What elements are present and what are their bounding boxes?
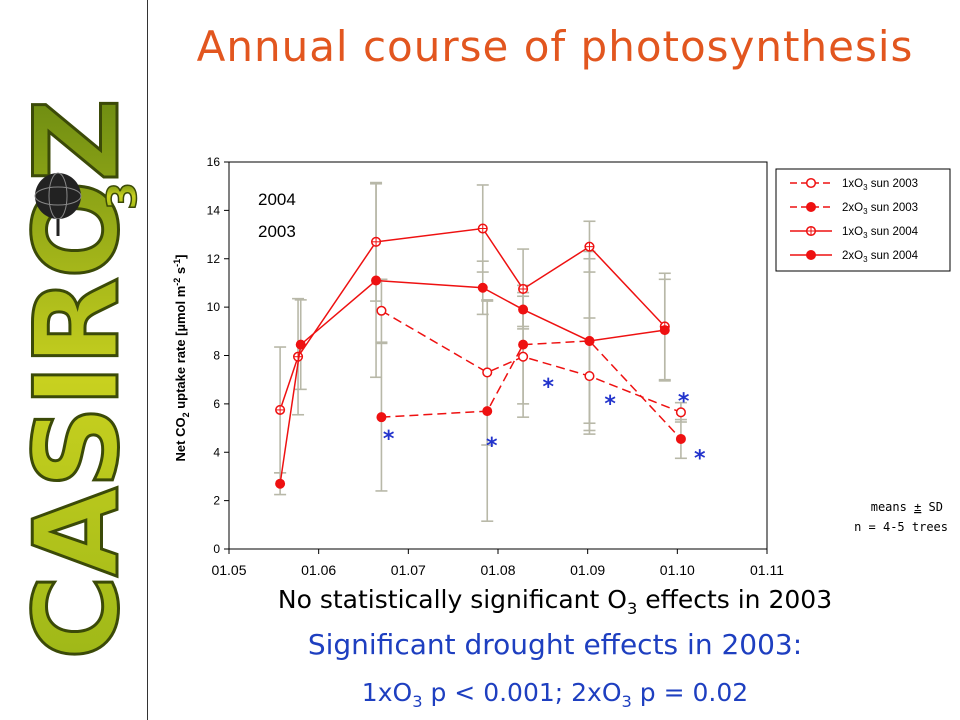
casiroz-logo: CASIROZ 3 (9, 99, 147, 662)
significance-star: * (383, 427, 395, 452)
x-tick-label: 01.09 (570, 562, 605, 578)
significance-star: * (604, 392, 616, 417)
y-tick-label: 4 (213, 445, 220, 459)
data-point (584, 371, 595, 382)
x-tick-label: 01.05 (211, 562, 246, 578)
series-line-1 (381, 340, 682, 440)
data-point (675, 407, 686, 418)
data-point (675, 433, 686, 444)
legend-marker (805, 177, 817, 189)
x-tick-label: 01.06 (301, 562, 336, 578)
note-n-trees: n = 4-5 trees (854, 520, 948, 534)
y-tick-label: 2 (213, 494, 220, 508)
year-label-2004: 2004 (258, 190, 296, 209)
legend: 1xO3 sun 2003 2xO3 sun 2003 1xO3 sun 2004 2… (775, 168, 951, 272)
globe-icon (34, 172, 82, 236)
data-point (482, 406, 493, 417)
data-point (482, 367, 493, 378)
p-values-statement: 1xO3 p < 0.001; 2xO3 p = 0.02 (361, 678, 749, 711)
legend-label: 1xO3 sun 2004 (842, 226, 919, 240)
svg-text:Net CO2 uptake rate [µmol m-2: Net CO2 uptake rate [µmol m-2 s-1] (172, 255, 191, 462)
legend-label: 2xO3 sun 2003 (842, 202, 918, 216)
significance-star: * (542, 375, 554, 400)
data-point (518, 351, 529, 362)
significance-star: * (486, 434, 498, 459)
slide-title: Annual course of photosynthesis (196, 22, 914, 71)
data-point (371, 275, 382, 286)
legend-marker (806, 250, 816, 260)
data-point (584, 241, 595, 252)
vertical-divider (147, 0, 148, 720)
legend-label: 1xO3 sun 2003 (842, 178, 918, 192)
y-tick-label: 10 (207, 300, 221, 314)
series-line-2 (279, 227, 666, 411)
y-tick-label: 14 (207, 203, 221, 217)
y-tick-label: 8 (213, 349, 220, 363)
y-axis-label: Net CO2 uptake rate [µmol m-2 s-1] (172, 255, 191, 462)
data-point (518, 339, 529, 350)
logo-subscript: 3 (100, 182, 146, 210)
y-tick-label: 6 (213, 397, 220, 411)
data-point (376, 305, 387, 316)
data-point (659, 325, 670, 336)
data-point (518, 283, 529, 295)
series-line-3 (279, 279, 665, 484)
y-tick-label: 0 (213, 542, 220, 556)
significance-star: * (678, 389, 690, 414)
data-point (518, 304, 529, 315)
legend-label: 2xO3 sun 2004 (842, 250, 919, 264)
data-point (376, 412, 387, 423)
y-tick-label: 12 (207, 252, 221, 266)
x-tick-label: 01.07 (391, 562, 426, 578)
data-point (477, 282, 488, 293)
x-tick-label: 01.11 (750, 562, 784, 578)
o3-effects-statement: No statistically significant O3 effects … (277, 585, 833, 618)
photosynthesis-chart: Net CO2 uptake rate [µmol m-2 s-1] 0 2 4 6 8… (172, 155, 951, 578)
x-tick-label: 01.10 (660, 562, 695, 578)
data-point (584, 335, 595, 346)
data-point (275, 478, 286, 489)
data-point (477, 223, 488, 234)
note-means-sd: means ± SD (871, 500, 943, 514)
data-point (371, 236, 382, 247)
drought-effects-statement: Significant drought effects in 2003: (307, 628, 803, 661)
data-point (295, 339, 306, 350)
legend-marker (805, 225, 817, 237)
year-label-2003: 2003 (258, 222, 296, 241)
legend-marker (806, 202, 816, 212)
series-line-0 (381, 310, 682, 414)
significance-star: * (694, 446, 706, 471)
data-point (275, 404, 286, 415)
y-tick-label: 16 (207, 155, 221, 169)
plot-frame (228, 161, 768, 550)
x-tick-label: 01.08 (480, 562, 515, 578)
